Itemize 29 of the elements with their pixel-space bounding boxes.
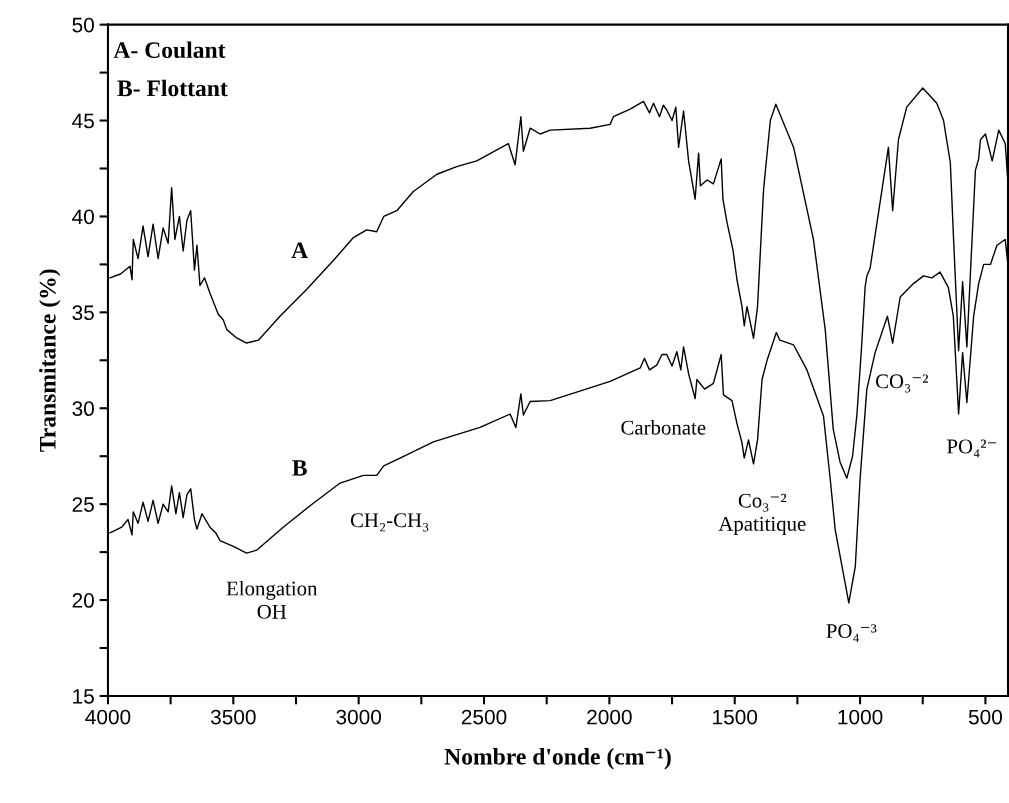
y-axis-title: Transmitance (%) [39, 269, 61, 452]
x-tick-label: 2000 [587, 709, 632, 725]
annotation: CO₃⁻² [875, 374, 929, 393]
y-tick-label: 45 [72, 113, 94, 129]
series-label: A [291, 242, 309, 259]
y-tick-label: 20 [72, 593, 94, 608]
y-tick-label: 50 [72, 17, 94, 33]
y-tick-label: 25 [72, 497, 94, 512]
y-tick-label: 35 [72, 305, 94, 321]
annotation: CH₂-CH₃ [350, 513, 429, 532]
x-axis-title: Nombre d'onde (cm⁻¹) [444, 748, 671, 770]
annotation: A- Coulant [113, 41, 226, 59]
x-tick-label: 1500 [713, 709, 758, 725]
x-tick-label: 3500 [210, 709, 256, 725]
x-tick-label: 500 [968, 709, 1002, 725]
y-tick-label: 40 [72, 209, 94, 225]
annotation: PO₄⁻³ [826, 624, 877, 643]
y-tick-label: 15 [73, 689, 94, 704]
x-tick-label: 4000 [85, 709, 131, 725]
annotation: Carbonate [621, 420, 706, 435]
series-label: B [292, 460, 307, 476]
x-tick-label: 2500 [461, 709, 507, 725]
annotation: Elongation OH [226, 580, 318, 619]
annotation: PO₄²⁻ [947, 439, 997, 458]
x-tick-label: 3000 [336, 709, 382, 725]
x-tick-label: 1000 [838, 709, 883, 725]
annotation: B- Flottant [117, 79, 228, 97]
annotation: Co₃⁻² Apatitique [718, 493, 806, 536]
y-tick-label: 30 [72, 401, 94, 417]
